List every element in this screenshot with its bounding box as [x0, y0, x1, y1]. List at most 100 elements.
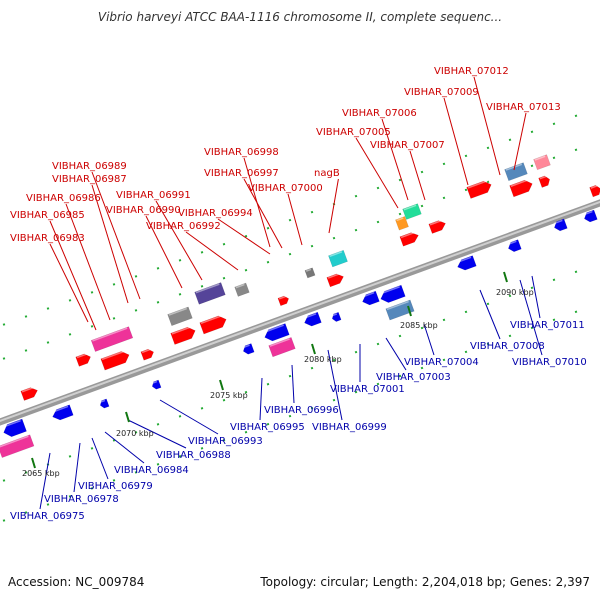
- forward-leader-line: [328, 178, 339, 234]
- track-dot: [2, 519, 6, 522]
- scale-tick-label: 2065 kbp: [22, 469, 60, 478]
- track-dot: [156, 301, 160, 304]
- track-dot: [68, 455, 72, 458]
- forward-leader-line: [145, 215, 183, 289]
- track-dot: [464, 188, 468, 192]
- track-dot: [552, 318, 556, 322]
- track-dot: [398, 334, 402, 338]
- track-dot: [266, 422, 270, 426]
- track-dot: [420, 326, 424, 330]
- track-dot: [310, 366, 314, 370]
- forward-leader-line: [473, 76, 501, 176]
- forward-leader-line: [409, 150, 426, 201]
- forward-gene-label: VIBHAR_06992: [146, 221, 221, 232]
- forward-gene-label: VIBHAR_06987: [52, 174, 127, 185]
- scale-tick-mark: [503, 271, 508, 283]
- track-dot: [332, 236, 336, 240]
- track-dot: [288, 374, 292, 378]
- track-dot: [112, 317, 116, 320]
- map-title: Vibrio harveyi ATCC BAA-1116 chromosome …: [97, 10, 503, 24]
- gene-box: [90, 326, 134, 352]
- forward-gene-arrow: [277, 295, 290, 307]
- reverse-gene-label: VIBHAR_06975: [10, 511, 85, 522]
- reverse-gene-arrow: [99, 398, 110, 409]
- gene-box: [504, 162, 528, 182]
- track-dot: [222, 398, 226, 402]
- track-dot: [156, 267, 160, 270]
- track-dot: [46, 341, 50, 344]
- forward-gene-arrow: [466, 179, 492, 199]
- gene-box: [0, 434, 35, 458]
- forward-gene-label: VIBHAR_07007: [370, 140, 445, 151]
- forward-gene-arrow: [589, 185, 600, 198]
- forward-gene-label: VIBHAR_07013: [486, 102, 561, 113]
- track-dot: [134, 471, 138, 474]
- track-dot: [68, 299, 72, 302]
- track-dot: [90, 325, 94, 328]
- forward-gene-label: VIBHAR_06983: [10, 233, 85, 244]
- track-dot: [442, 358, 446, 362]
- reverse-gene-arrow: [507, 239, 522, 252]
- forward-leader-line: [65, 203, 111, 321]
- track-dot: [574, 148, 578, 152]
- track-dot: [134, 275, 138, 278]
- genome-stats-text: Topology: circular; Length: 2,204,018 bp…: [260, 575, 590, 589]
- gene-box: [194, 282, 226, 305]
- track-dot: [178, 415, 182, 418]
- forward-gene-label: VIBHAR_06998: [204, 147, 279, 158]
- reverse-leader-line: [423, 323, 435, 356]
- track-dot: [46, 307, 50, 310]
- reverse-gene-arrow: [303, 311, 322, 327]
- forward-gene-arrow: [538, 175, 550, 188]
- track-dot: [574, 114, 578, 118]
- reverse-gene-arrow: [379, 284, 406, 303]
- track-dot: [464, 154, 468, 158]
- track-dot: [90, 487, 94, 490]
- forward-leader-line: [287, 193, 303, 246]
- track-dot: [200, 251, 204, 254]
- track-dot: [376, 382, 380, 386]
- forward-gene-label: VIBHAR_07012: [434, 66, 509, 77]
- track-dot: [310, 210, 314, 214]
- reverse-gene-arrow: [361, 290, 380, 306]
- track-dot: [376, 220, 380, 224]
- forward-gene-arrow: [75, 353, 91, 367]
- track-dot: [2, 357, 6, 360]
- track-dot: [376, 186, 380, 190]
- forward-leader-line: [49, 243, 89, 323]
- forward-gene-arrow: [140, 348, 154, 361]
- track-dot: [178, 259, 182, 262]
- track-dot: [222, 242, 226, 246]
- forward-gene-label: VIBHAR_06985: [10, 210, 85, 221]
- track-dot: [244, 430, 248, 434]
- track-dot: [200, 285, 204, 288]
- track-dot: [266, 226, 270, 230]
- reverse-leader-line: [39, 452, 51, 510]
- track-dot: [68, 495, 72, 498]
- track-dot: [178, 293, 182, 296]
- track-dots: [2, 114, 578, 522]
- track-dot: [288, 414, 292, 418]
- gene-features: [0, 154, 600, 458]
- scale-tick-label: 2080 kbp: [304, 355, 342, 364]
- track-dot: [354, 228, 358, 232]
- forward-gene-label: VIBHAR_07000: [248, 183, 323, 194]
- track-dot: [530, 286, 534, 290]
- track-dot: [354, 350, 358, 354]
- track-dot: [442, 162, 446, 166]
- gene-box: [268, 337, 296, 358]
- track-dot: [200, 447, 204, 450]
- forward-leader-line: [243, 178, 283, 249]
- reverse-leader-line: [385, 337, 407, 371]
- reverse-gene-arrow: [151, 379, 162, 390]
- reverse-gene-label: VIBHAR_06999: [312, 422, 387, 433]
- track-dot: [464, 310, 468, 314]
- scale-ticks: 2065 kbp 2070 kbp 2075 kbp 2080 kbp 2085 kbp…: [22, 271, 534, 478]
- reverse-leader-line: [159, 399, 219, 435]
- track-dot: [178, 455, 182, 458]
- track-dot: [398, 178, 402, 182]
- scale-tick-mark: [31, 457, 36, 469]
- forward-gene-arrow: [100, 350, 130, 371]
- gene-box: [533, 154, 551, 171]
